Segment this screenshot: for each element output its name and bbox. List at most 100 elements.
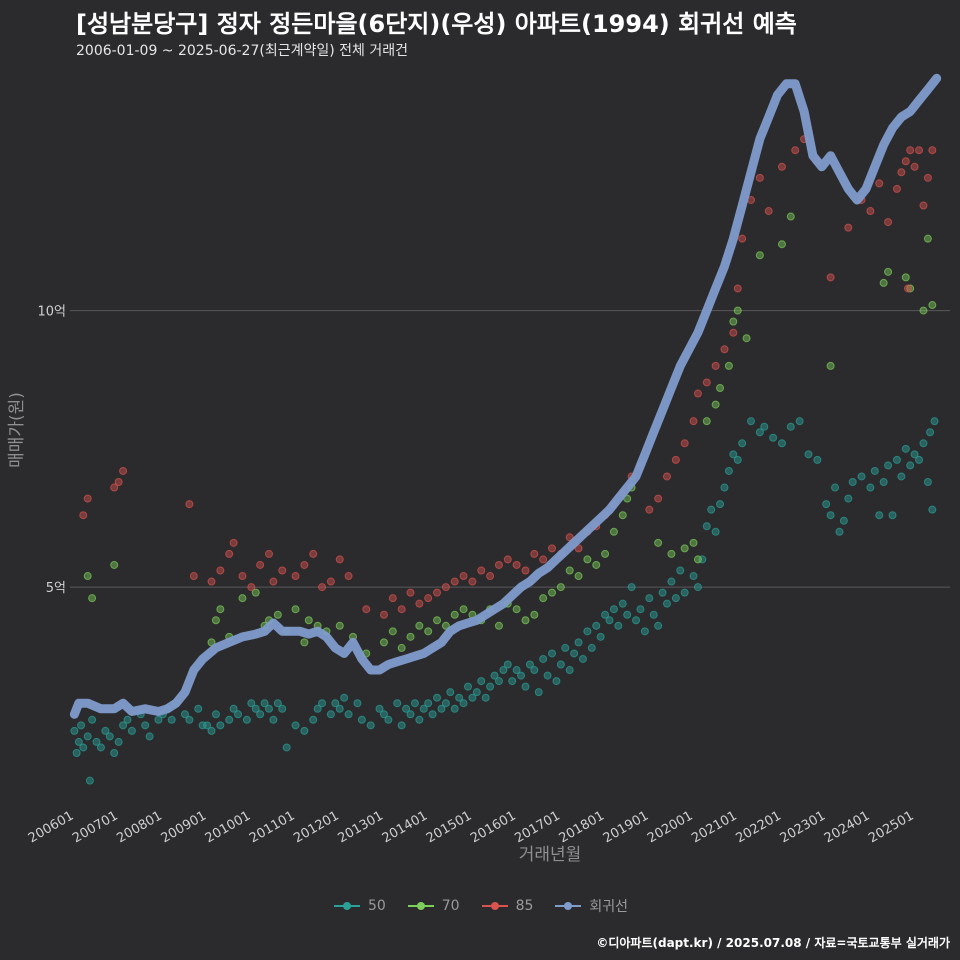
data-point-50 bbox=[609, 605, 618, 614]
legend-key-70 bbox=[406, 897, 436, 915]
y-tick-label: 5억 bbox=[46, 581, 66, 596]
x-tick-label: 201201 bbox=[291, 808, 341, 846]
data-point-85 bbox=[662, 472, 671, 481]
data-point-50 bbox=[70, 726, 79, 735]
data-point-70 bbox=[654, 538, 663, 547]
data-point-50 bbox=[539, 654, 548, 663]
data-point-85 bbox=[866, 207, 875, 216]
y-axis-title: 매매가(원) bbox=[7, 392, 27, 468]
data-point-50 bbox=[614, 621, 623, 630]
data-point-85 bbox=[654, 494, 663, 503]
data-point-50 bbox=[720, 483, 729, 492]
data-point-85 bbox=[777, 162, 786, 171]
data-point-70 bbox=[335, 621, 344, 630]
data-point-50 bbox=[906, 461, 915, 470]
data-point-50 bbox=[649, 610, 658, 619]
data-point-50 bbox=[826, 511, 835, 520]
data-point-70 bbox=[923, 234, 932, 243]
data-point-50 bbox=[530, 666, 539, 675]
data-point-50 bbox=[897, 472, 906, 481]
data-point-70 bbox=[548, 588, 557, 597]
data-point-85 bbox=[915, 146, 924, 155]
data-point-70 bbox=[251, 588, 260, 597]
data-point-50 bbox=[203, 721, 212, 730]
data-point-85 bbox=[424, 594, 433, 603]
x-tick-label: 201601 bbox=[468, 808, 518, 846]
data-point-70 bbox=[583, 555, 592, 564]
data-point-50 bbox=[331, 699, 340, 708]
data-point-85 bbox=[906, 146, 915, 155]
legend-key-85 bbox=[480, 897, 510, 915]
data-point-70 bbox=[88, 594, 97, 603]
x-tick-label: 201701 bbox=[512, 808, 562, 846]
data-point-50 bbox=[565, 666, 574, 675]
data-point-50 bbox=[278, 704, 287, 713]
x-tick-label: 201101 bbox=[247, 808, 297, 846]
data-point-50 bbox=[260, 699, 269, 708]
data-point-85 bbox=[238, 572, 247, 581]
data-point-50 bbox=[247, 699, 256, 708]
data-point-85 bbox=[897, 168, 906, 177]
data-point-50 bbox=[926, 428, 935, 437]
data-point-50 bbox=[282, 743, 291, 752]
data-point-50 bbox=[521, 682, 530, 691]
data-point-50 bbox=[587, 643, 596, 652]
data-point-85 bbox=[309, 549, 318, 558]
x-tick-label: 202401 bbox=[822, 808, 872, 846]
data-point-85 bbox=[362, 605, 371, 614]
data-point-50 bbox=[508, 677, 517, 686]
legend: 50 70 85 회귀선 bbox=[0, 896, 960, 916]
data-point-50 bbox=[729, 450, 738, 459]
data-point-50 bbox=[428, 710, 437, 719]
data-point-70 bbox=[565, 566, 574, 575]
data-point-50 bbox=[517, 671, 526, 680]
data-point-70 bbox=[216, 605, 225, 614]
data-point-50 bbox=[251, 704, 260, 713]
data-point-50 bbox=[335, 704, 344, 713]
data-point-50 bbox=[406, 710, 415, 719]
x-tick-label: 201901 bbox=[601, 808, 651, 846]
data-point-70 bbox=[273, 610, 282, 619]
data-point-85 bbox=[225, 549, 234, 558]
data-point-50 bbox=[273, 699, 282, 708]
x-tick-label: 201501 bbox=[424, 808, 474, 846]
data-point-85 bbox=[791, 146, 800, 155]
data-point-70 bbox=[592, 560, 601, 569]
data-point-85 bbox=[291, 572, 300, 581]
data-point-50 bbox=[211, 710, 220, 719]
data-point-50 bbox=[313, 704, 322, 713]
data-point-50 bbox=[379, 710, 388, 719]
data-point-70 bbox=[415, 621, 424, 630]
data-point-50 bbox=[525, 660, 534, 669]
data-point-50 bbox=[786, 422, 795, 431]
data-point-85 bbox=[415, 599, 424, 608]
data-point-50 bbox=[79, 743, 88, 752]
data-point-50 bbox=[578, 654, 587, 663]
data-point-50 bbox=[835, 527, 844, 536]
chart-title: [성남분당구] 정자 정든마을(6단지)(우성) 아파트(1994) 회귀선 예… bbox=[76, 10, 797, 38]
data-point-50 bbox=[574, 638, 583, 647]
data-point-70 bbox=[459, 605, 468, 614]
data-point-50 bbox=[839, 516, 848, 525]
data-point-85 bbox=[521, 566, 530, 575]
data-point-50 bbox=[910, 450, 919, 459]
data-point-85 bbox=[278, 566, 287, 575]
data-point-50 bbox=[857, 472, 866, 481]
x-tick-label: 201401 bbox=[380, 808, 430, 846]
data-point-50 bbox=[85, 776, 94, 785]
x-tick-label: 202101 bbox=[689, 808, 739, 846]
data-point-50 bbox=[424, 699, 433, 708]
data-point-50 bbox=[667, 577, 676, 586]
data-point-50 bbox=[884, 461, 893, 470]
data-point-50 bbox=[393, 699, 402, 708]
data-point-50 bbox=[870, 466, 879, 475]
data-point-50 bbox=[291, 721, 300, 730]
data-point-70 bbox=[906, 284, 915, 293]
data-point-85 bbox=[875, 179, 884, 188]
data-point-50 bbox=[441, 699, 450, 708]
data-point-50 bbox=[455, 693, 464, 702]
data-point-85 bbox=[318, 583, 327, 592]
data-point-50 bbox=[601, 610, 610, 619]
data-point-85 bbox=[256, 560, 265, 569]
x-tick-label: 202301 bbox=[778, 808, 828, 846]
